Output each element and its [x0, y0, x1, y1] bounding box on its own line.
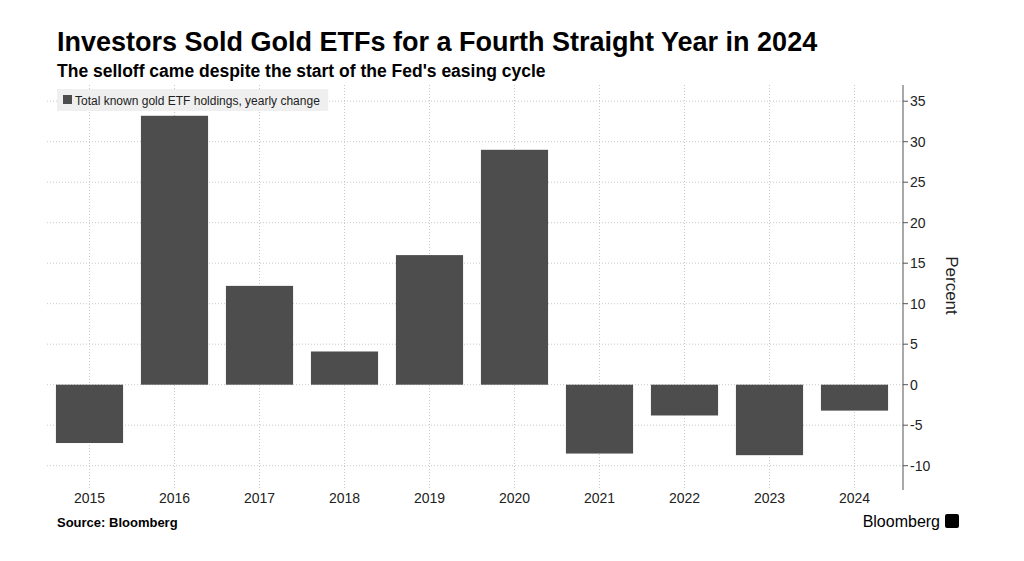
y-tick-label: 0 — [910, 377, 918, 393]
y-tick — [903, 425, 908, 426]
x-tick-label: 2019 — [414, 490, 445, 506]
y-tick — [903, 263, 908, 264]
bar — [141, 116, 208, 385]
y-tick-label: 35 — [910, 93, 926, 109]
y-tick — [903, 141, 908, 142]
y-tick-label: -10 — [910, 458, 930, 474]
bar — [736, 385, 803, 455]
x-tick-label: 2017 — [244, 490, 275, 506]
bar — [481, 150, 548, 385]
bar — [226, 286, 293, 385]
y-tick-label: 25 — [910, 174, 926, 190]
grid — [47, 85, 903, 490]
grid-line — [47, 465, 903, 466]
grid-line-x — [344, 85, 345, 490]
y-tick — [903, 344, 908, 345]
x-tick-label: 2018 — [329, 490, 360, 506]
x-tick-label: 2016 — [159, 490, 190, 506]
bar — [651, 385, 718, 416]
y-axis-label: Percent — [942, 256, 961, 315]
bar — [56, 385, 123, 443]
y-tick-label: 30 — [910, 134, 926, 150]
bar — [821, 385, 888, 411]
legend: Total known gold ETF holdings, yearly ch… — [57, 89, 328, 111]
x-tick-label: 2022 — [669, 490, 700, 506]
y-tick-label: 15 — [910, 255, 926, 271]
y-tick-label: 20 — [910, 215, 926, 231]
y-tick-label: 10 — [910, 296, 926, 312]
x-tick-label: 2020 — [499, 490, 530, 506]
y-tick — [903, 303, 908, 304]
y-tick — [903, 182, 908, 183]
y-tick-label: 5 — [910, 336, 918, 352]
x-tick-label: 2021 — [584, 490, 615, 506]
y-tick — [903, 384, 908, 385]
legend-box — [57, 89, 328, 111]
bar — [566, 385, 633, 454]
x-tick-label: 2024 — [839, 490, 870, 506]
bar — [396, 255, 463, 385]
title: Investors Sold Gold ETFs for a Fourth St… — [57, 27, 817, 57]
grid-line-x — [854, 85, 855, 490]
y-tick — [903, 222, 908, 223]
bar — [311, 351, 378, 384]
legend-label: Total known gold ETF holdings, yearly ch… — [75, 94, 320, 108]
brand-icon — [945, 514, 959, 528]
subtitle: The selloff came despite the start of th… — [57, 61, 546, 81]
bars — [56, 116, 888, 455]
grid-line-x — [684, 85, 685, 490]
y-tick — [903, 465, 908, 466]
chart: Investors Sold Gold ETFs for a Fourth St… — [0, 0, 1024, 561]
y-tick-label: -5 — [910, 417, 923, 433]
y-axis-line — [903, 85, 904, 490]
y-tick — [903, 101, 908, 102]
source: Source: Bloomberg — [57, 515, 178, 530]
legend-swatch — [63, 95, 72, 104]
brand: Bloomberg — [863, 513, 940, 530]
x-tick-label: 2023 — [754, 490, 785, 506]
x-tick-label: 2015 — [74, 490, 105, 506]
